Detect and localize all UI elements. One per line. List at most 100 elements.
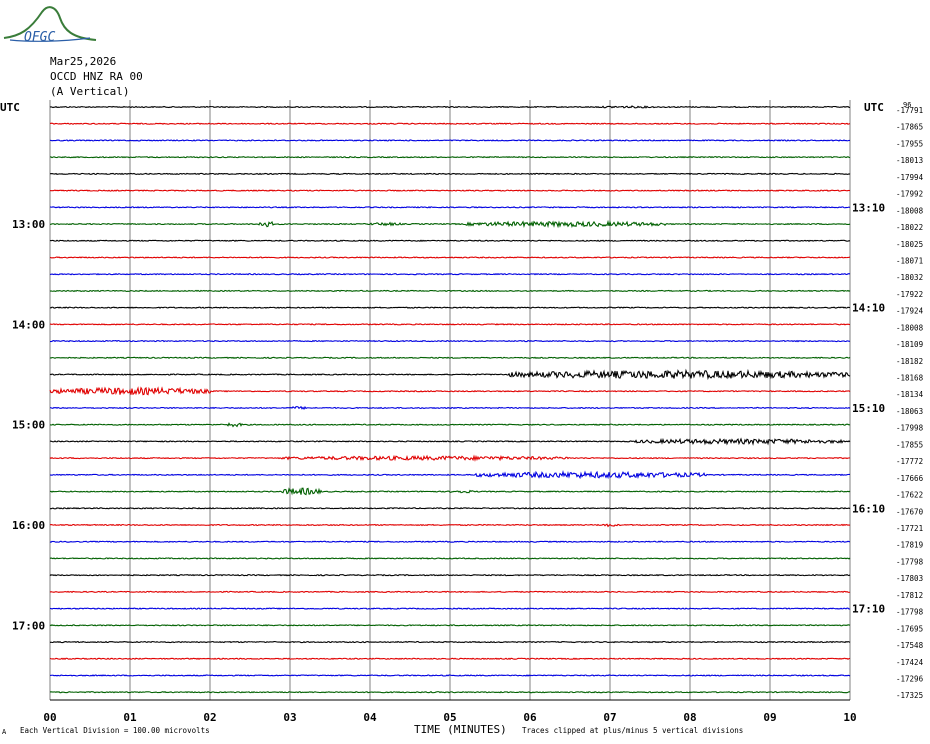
row-offset-label: -17994	[896, 173, 924, 182]
trace-line-row-6	[49, 206, 851, 209]
x-tick-label: 06	[523, 711, 537, 724]
row-offset-label: -18109	[896, 340, 923, 349]
row-offset-label: -18022	[896, 223, 923, 232]
x-tick-label: 02	[203, 711, 216, 724]
right-time-label: 16:10	[852, 502, 885, 515]
logo-wave-icon	[9, 37, 91, 42]
trace-line-row-12	[49, 306, 851, 309]
x-tick-label: 10	[843, 711, 856, 724]
trace-line-row-8	[49, 239, 851, 242]
row-offset-label: -17855	[896, 440, 923, 449]
trace-line-row-33	[49, 657, 851, 660]
row-offset-label: -17791	[896, 106, 923, 115]
ofgc-logo: OFGC	[3, 6, 97, 45]
row-offset-label: -17670	[896, 507, 924, 516]
right-utc-label: UTC	[864, 101, 884, 114]
trace-line-row-5	[49, 189, 851, 192]
trace-rows	[49, 105, 851, 694]
row-offset-label: -18071	[896, 256, 923, 265]
right-time-label: 15:10	[852, 402, 885, 415]
logo-mountain-icon	[3, 6, 97, 41]
trace-line-row-14	[49, 339, 851, 343]
row-offset-label: -17955	[896, 139, 923, 148]
row-offset-label: -17922	[896, 290, 923, 299]
row-offset-label: -18182	[896, 357, 923, 366]
trace-line-row-10	[49, 272, 851, 276]
trace-line-row-32	[49, 640, 851, 644]
left-hour-label: 15:00	[12, 419, 45, 432]
clip-note: Traces clipped at plus/minus 5 vertical …	[522, 726, 743, 735]
right-time-label: 14:10	[852, 302, 885, 315]
trace-line-row-21	[49, 454, 851, 462]
row-offset-label: -18025	[896, 240, 923, 249]
right-time-label: 17:10	[852, 603, 885, 616]
trace-line-row-2	[49, 139, 851, 142]
trace-line-row-1	[49, 122, 851, 125]
row-offset-label: -17666	[896, 474, 924, 483]
x-tick-label: 08	[683, 711, 696, 724]
row-offset-label: -17695	[896, 624, 923, 633]
row-offset-label: -17798	[896, 608, 924, 617]
trace-line-row-13	[49, 323, 851, 326]
trace-line-row-19	[49, 422, 851, 428]
trace-line-row-18	[49, 405, 851, 411]
trace-line-row-35	[49, 690, 851, 694]
trace-line-row-31	[49, 624, 851, 627]
trace-line-row-28	[49, 573, 851, 577]
row-offset-label: -18168	[896, 374, 924, 383]
record-date: Mar25,2026	[50, 55, 117, 68]
component-label: (A Vertical)	[50, 85, 130, 98]
row-offset-label: -18008	[896, 323, 924, 332]
trace-line-row-15	[49, 356, 851, 360]
row-offset-label: -17325	[896, 691, 923, 700]
row-offset-label: -17622	[896, 491, 923, 500]
row-offset-label: -17998	[896, 424, 924, 433]
x-tick-label: 04	[363, 711, 377, 724]
axis-labels: UTC UTC 96 TIME (MINUTES) A Each Vertica…	[0, 101, 924, 736]
division-note: Each Vertical Division = 100.00 microvol…	[20, 726, 210, 735]
trace-line-row-24	[49, 507, 851, 510]
x-tick-label: 09	[763, 711, 776, 724]
trace-line-row-17	[49, 386, 851, 396]
left-hour-label: 16:00	[12, 519, 45, 532]
trace-line-row-4	[49, 172, 851, 176]
row-offset-label: -17296	[896, 674, 924, 683]
trace-line-row-22	[49, 469, 850, 480]
row-offset-label: -17721	[896, 524, 923, 533]
row-offset-label: -17812	[896, 591, 923, 600]
trace-line-row-29	[49, 590, 851, 594]
trace-line-row-26	[49, 540, 851, 543]
grid-lines	[49, 100, 851, 701]
left-hour-label: 13:00	[12, 218, 45, 231]
row-offset-label: -18013	[896, 156, 923, 165]
row-offset-label: -17865	[896, 123, 923, 132]
left-utc-label: UTC	[0, 101, 20, 114]
right-top-annotation: 96	[903, 101, 911, 109]
left-hour-label: 14:00	[12, 318, 45, 331]
trace-line-row-34	[49, 674, 851, 677]
row-offset-label: -17803	[896, 574, 923, 583]
logo-text: OFGC	[24, 30, 55, 45]
row-offset-label: -17992	[896, 190, 923, 199]
station-code: OCCD HNZ RA 00	[50, 70, 143, 83]
x-tick-label: 03	[283, 711, 296, 724]
row-offset-label: -17424	[896, 658, 924, 667]
trace-line-row-9	[49, 256, 851, 259]
trace-line-row-7	[49, 219, 851, 229]
x-tick-label: 05	[443, 711, 456, 724]
row-offset-label: -17819	[896, 541, 923, 550]
x-tick-label: 01	[123, 711, 137, 724]
x-tick-label: 00	[43, 711, 56, 724]
left-hour-label: 17:00	[12, 619, 45, 632]
x-axis-title: TIME (MINUTES)	[414, 723, 507, 736]
row-offset-label: -18134	[896, 390, 924, 399]
row-offset-label: -17798	[896, 557, 924, 566]
trace-line-row-16	[49, 368, 851, 381]
right-time-label: 13:10	[852, 201, 885, 214]
row-offset-label: -17548	[896, 641, 924, 650]
row-offset-label: -18032	[896, 273, 923, 282]
row-offset-label: -18008	[896, 206, 924, 215]
trace-line-row-11	[49, 289, 851, 293]
x-tick-label: 07	[603, 711, 616, 724]
